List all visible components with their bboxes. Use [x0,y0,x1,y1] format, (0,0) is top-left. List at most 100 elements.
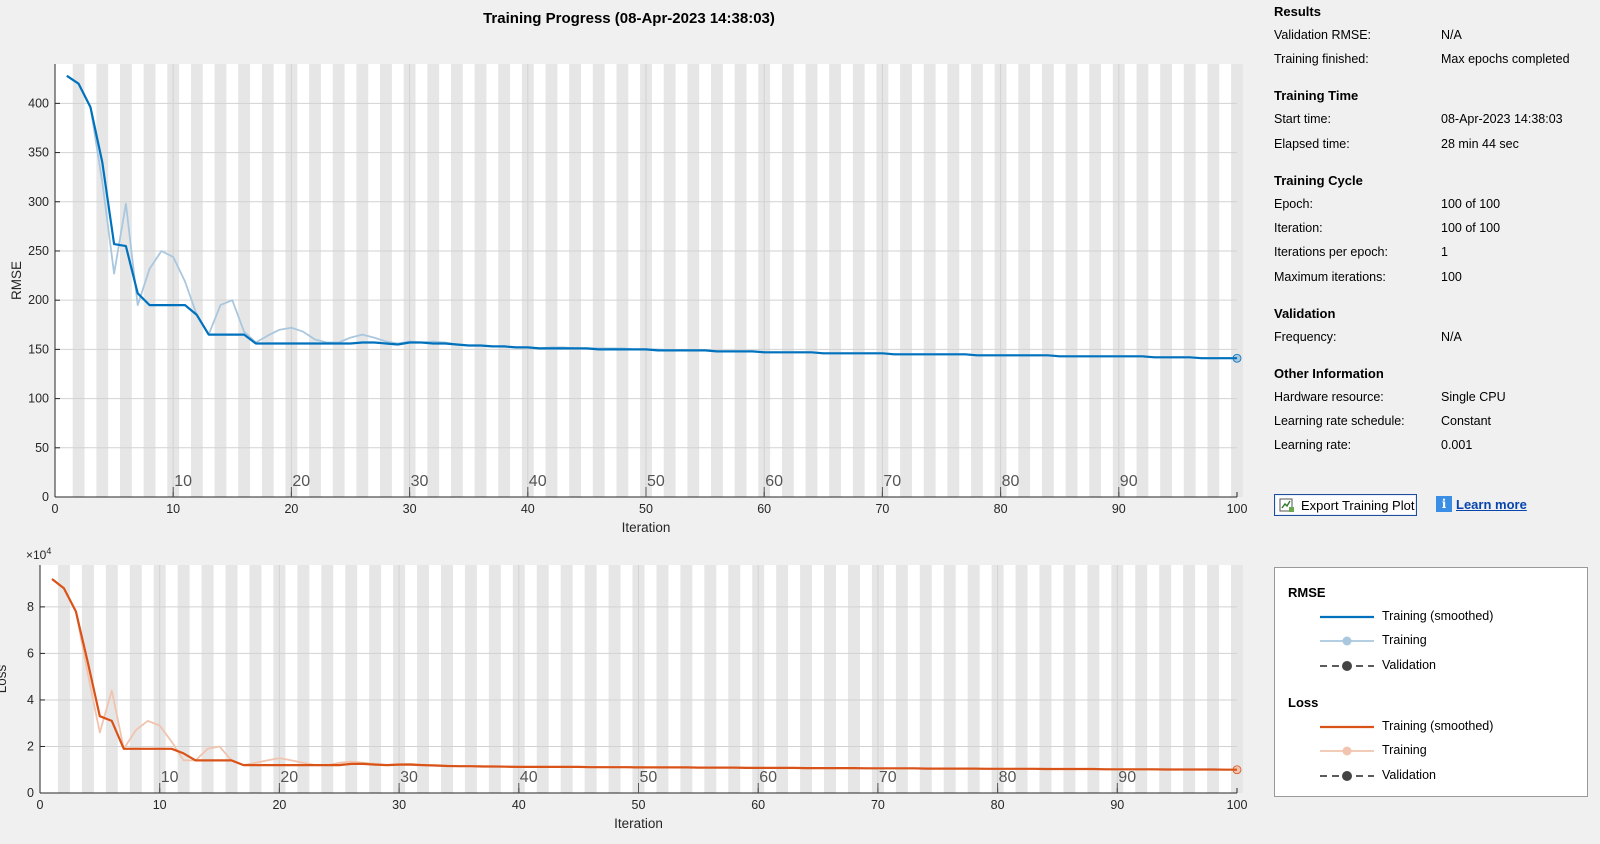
x-tick-label: 30 [392,798,406,812]
info-label: Hardware resource: [1274,389,1384,404]
learn-more-link[interactable]: i Learn more [1436,496,1527,512]
epoch-band [1159,565,1172,793]
epoch-band [129,565,142,793]
epoch-band [781,64,794,497]
epoch-band [225,565,238,793]
x-tick-label: 70 [871,798,885,812]
info-label: Start time: [1274,112,1331,127]
epoch-band [536,565,549,793]
epoch-label: 20 [280,769,298,786]
legend-item: Training (smoothed) [1320,719,1580,735]
epoch-label: 90 [1120,473,1138,490]
epoch-band [488,565,501,793]
epoch-band [1065,64,1078,497]
epoch-band [214,64,227,497]
legend-group-title: RMSE [1288,585,1326,600]
epoch-band [96,64,109,497]
info-label: Validation RMSE: [1274,28,1372,42]
epoch-band [728,565,741,793]
epoch-band [545,64,558,497]
epoch-band [584,565,597,793]
info-value: 0.001 [1441,438,1473,453]
epoch-label: 40 [520,769,538,786]
epoch-band [321,565,334,793]
epoch-band [800,565,813,793]
epoch-band [249,565,262,793]
rmse-chart: 0 10 20 30 40 50 60 70 80 90 100 0 50 100 150 200 250 300… [9,64,1247,534]
x-tick-label: 20 [284,502,298,516]
epoch-band [356,64,369,497]
info-row: Learning rate schedule: Constant [1274,414,1594,432]
epoch-band [680,565,693,793]
legend-label: Validation [1382,767,1436,782]
legend-swatch [1320,615,1374,619]
section-heading: Other Information [1274,365,1384,381]
export-icon [1279,498,1294,512]
info-label: Training finished: [1274,52,1369,67]
epoch-band [704,565,717,793]
epoch-band [369,565,382,793]
x-tick-label: 20 [272,798,286,812]
epoch-band [616,64,629,497]
epoch-band [57,565,70,793]
legend-item: Validation [1320,658,1580,674]
epoch-band [1183,64,1196,497]
section-heading: Results [1274,4,1321,19]
learn-more-label: Learn more [1456,496,1527,512]
x-tick-label: 30 [403,502,417,516]
info-value: 100 [1441,269,1462,284]
epoch-band [847,565,860,793]
info-row: Iterations per epoch: 1 [1274,245,1594,263]
legend-item: Training (smoothed) [1320,609,1580,625]
y-tick-label: 350 [28,146,49,160]
legend-swatch [1320,725,1374,728]
epoch-band [474,64,487,497]
y-tick-label: 6 [27,646,34,660]
epoch-band [824,565,837,793]
x-axis-label: Iteration [622,520,671,534]
info-value: Constant [1441,414,1492,428]
legend-swatch [1320,746,1374,756]
x-tick-label: 100 [1227,798,1248,812]
epoch-band [971,64,983,497]
epoch-band [569,64,581,497]
epoch-band [332,64,345,497]
epoch-label: 90 [1118,769,1136,786]
x-tick-label: 50 [639,502,653,516]
info-row: Validation RMSE: N/A [1274,28,1594,46]
info-value: 100 of 100 [1441,221,1501,235]
epoch-label: 60 [759,769,777,786]
y-tick-label: 2 [27,739,34,753]
epoch-band [560,565,573,793]
y-tick-label: 100 [28,392,49,406]
info-label: Iteration: [1274,221,1323,235]
info-value: 08-Apr-2023 14:38:03 [1441,112,1563,127]
epoch-band [923,64,936,497]
x-tick-label: 90 [1112,502,1126,516]
x-tick-label: 10 [153,798,167,812]
epoch-label: 70 [883,473,901,490]
epoch-band [592,64,605,497]
epoch-band [967,565,980,793]
epoch-label: 50 [640,769,658,786]
epoch-band [380,64,392,497]
info-label: Elapsed time: [1274,136,1350,151]
y-tick-label: 8 [27,600,34,614]
epoch-band [498,64,511,497]
y-tick-label: 0 [42,490,49,504]
page-title: Training Progress (08-Apr-2023 14:38:03) [483,10,775,27]
epoch-band [1018,64,1031,497]
x-tick-label: 0 [37,798,44,812]
y-tick-label: 300 [28,195,49,209]
x-tick-label: 70 [875,502,889,516]
epoch-band [190,64,203,497]
epoch-band [656,565,669,793]
legend-group-title: Loss [1288,694,1319,710]
section-heading: Training Time [1274,88,1359,104]
epoch-label: 50 [647,473,665,490]
epoch-band [261,64,274,497]
epoch-band [309,64,321,497]
epoch-band [1135,565,1148,793]
epoch-band [1183,565,1196,793]
export-training-plot-button[interactable]: Export Training Plot [1274,494,1417,516]
